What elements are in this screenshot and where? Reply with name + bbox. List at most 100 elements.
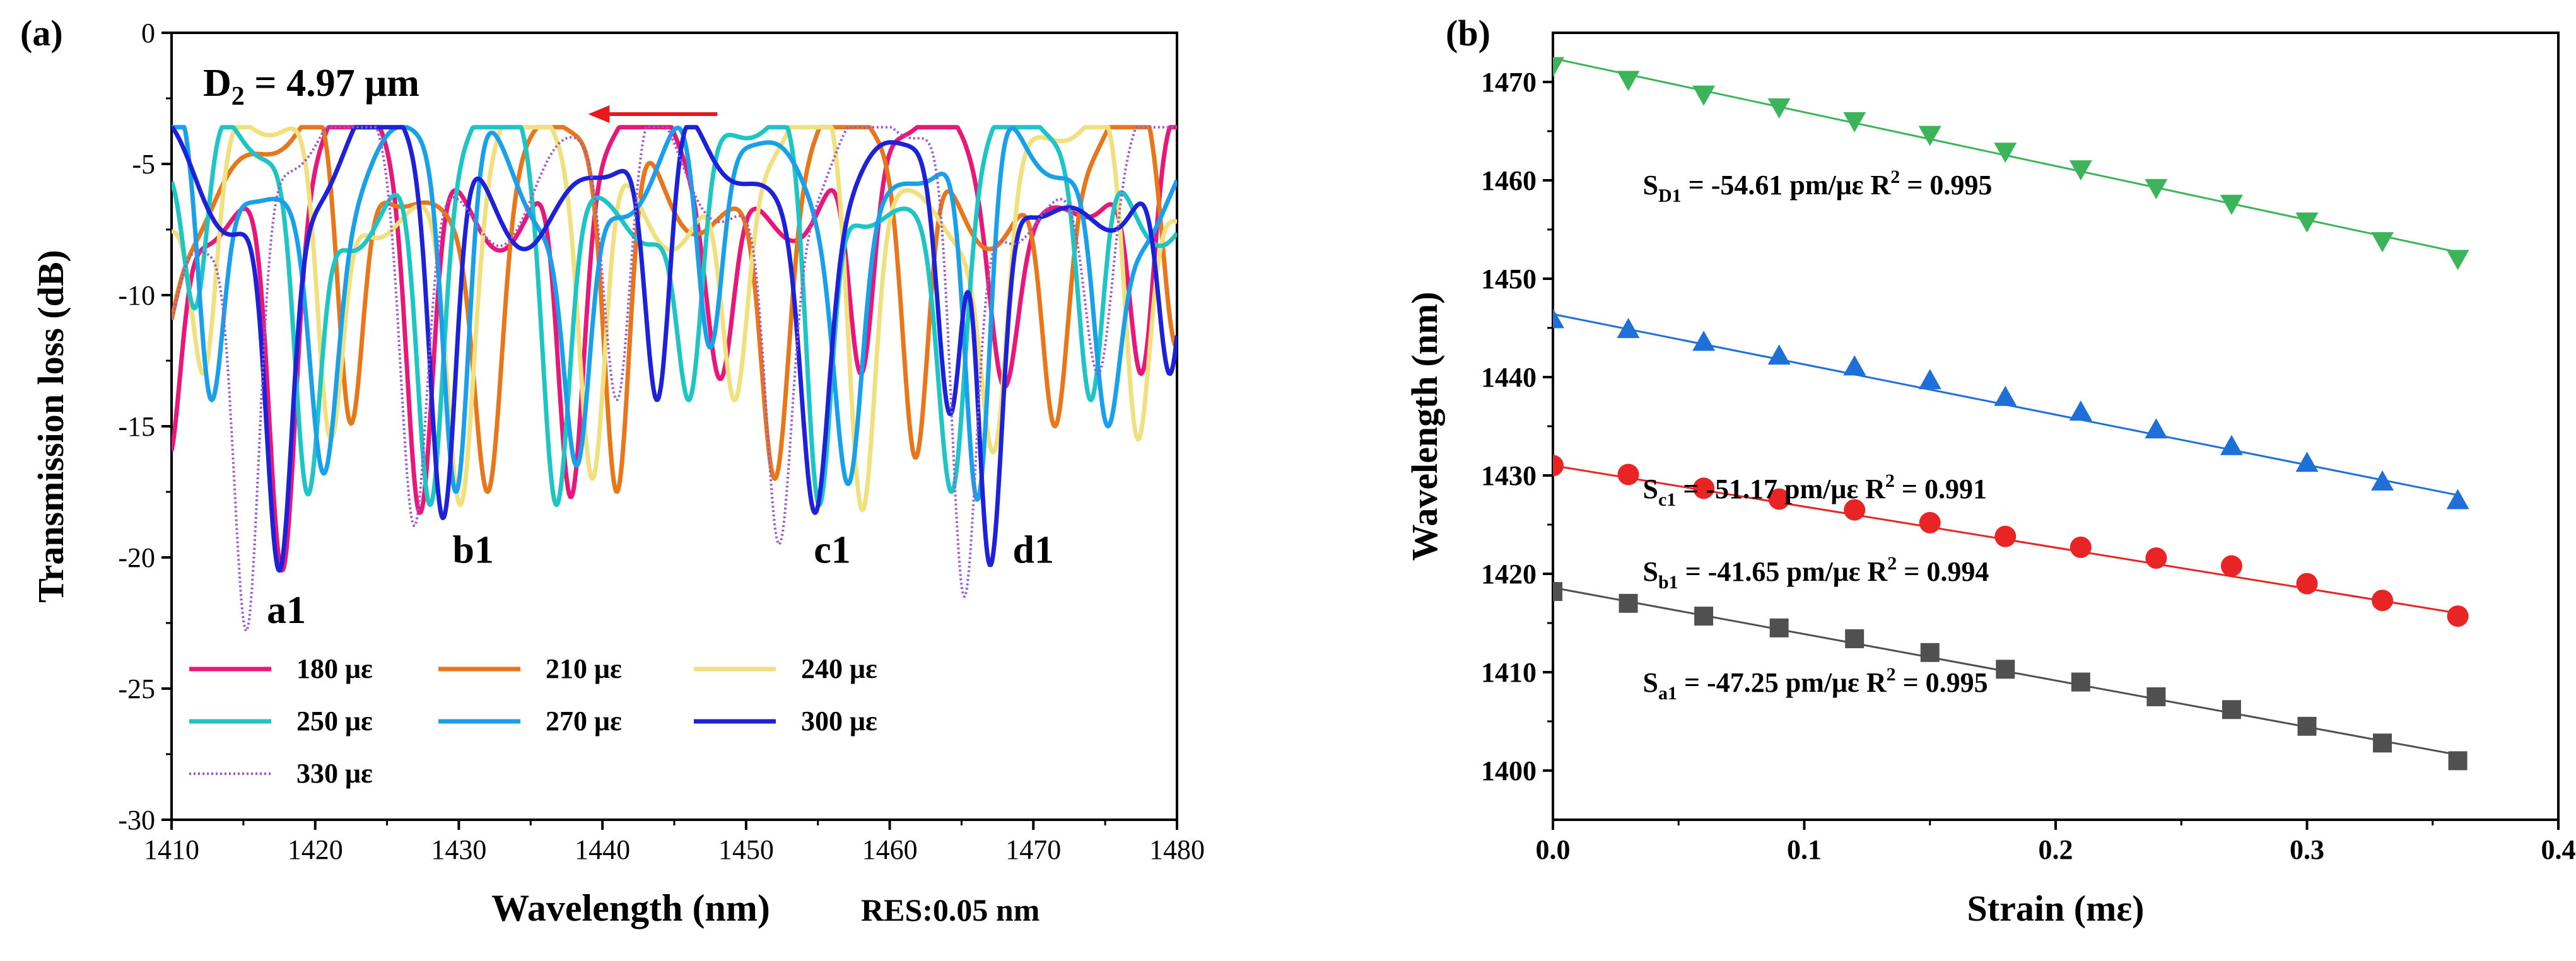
sensitivity-label-c1: Sc1 = -51.17 pm/με R2 = 0.991: [1643, 470, 1988, 510]
x-tick-label: 1450: [718, 834, 774, 865]
legend-label: 210 με: [546, 653, 622, 684]
sensitivity-subscript: b1: [1658, 572, 1678, 593]
sensitivity-symbol: S: [1643, 556, 1658, 587]
sensitivity-label-b1: Sb1 = -41.65 pm/με R2 = 0.994: [1643, 553, 1989, 593]
point-a1: [1553, 582, 1562, 602]
point-b1: [2070, 536, 2092, 558]
r2-value: = 0.994: [1897, 556, 1989, 587]
legend-label: 330 με: [296, 758, 373, 789]
point-c1: [2371, 470, 2394, 491]
point-c1: [2145, 418, 2168, 439]
r2-value: = 0.995: [1900, 170, 1992, 201]
sensitivity-symbol: S: [1643, 474, 1658, 504]
sensitivity-label-d1: SD1 = -54.61 pm/με R2 = 0.995: [1643, 166, 1993, 206]
x-axis-title: Strain (mε): [1967, 888, 2145, 929]
point-d1: [2220, 194, 2243, 215]
point-a1: [1694, 607, 1714, 626]
point-a1: [2448, 751, 2468, 771]
d2-annotation: D2 = 4.97 μm: [203, 62, 419, 111]
y-tick-label: -25: [118, 673, 155, 704]
dip-label: a1: [267, 589, 306, 632]
point-d1: [1767, 98, 1791, 119]
r2-superscript: 2: [1887, 553, 1897, 574]
sensitivity-value: = -47.25 pm/με: [1677, 667, 1859, 698]
legend-label: 240 με: [801, 653, 877, 684]
y-tick-label: 1400: [1481, 755, 1537, 786]
spectrum-line: [172, 125, 1177, 508]
x-tick-label: 1410: [144, 834, 199, 865]
point-c1: [1553, 308, 1564, 329]
r2-superscript: 2: [1885, 470, 1895, 491]
point-d1: [2371, 232, 2394, 253]
point-b1: [1768, 488, 1790, 510]
legend-label: 270 με: [546, 706, 622, 737]
y-axis-title: Transmission loss (dB): [30, 250, 71, 603]
y-tick-label: -20: [118, 542, 155, 573]
point-a1: [2071, 672, 2090, 692]
y-tick-label: -10: [118, 280, 155, 311]
legend-label: 250 με: [296, 706, 373, 737]
point-a1: [1996, 660, 2015, 679]
sensitivity-label-a1: Sa1 = -47.25 pm/με R2 = 0.995: [1643, 664, 1988, 704]
point-b1: [2296, 573, 2318, 595]
r2-value: = 0.995: [1896, 667, 1988, 698]
y-tick-label: -15: [118, 411, 155, 442]
sensitivity-subscript: a1: [1658, 683, 1677, 704]
shift-arrow-head: [588, 105, 610, 123]
spectrum-line: [172, 125, 1177, 573]
point-c1: [1767, 344, 1791, 365]
point-b1: [2372, 590, 2394, 612]
point-c1: [2220, 434, 2243, 455]
point-b1: [1693, 477, 1715, 499]
x-tick-label: 0.2: [2039, 834, 2073, 865]
point-d1: [2145, 178, 2168, 199]
point-c1: [1617, 318, 1640, 339]
dip-label: d1: [1013, 528, 1054, 571]
x-axis-title: Wavelength (nm): [491, 887, 770, 929]
d2-subscript: 2: [231, 82, 245, 111]
resolution-label: RES:0.05 nm: [861, 892, 1039, 928]
y-tick-label: 1420: [1481, 559, 1537, 590]
sensitivity-subscript: c1: [1658, 489, 1676, 510]
x-tick-label: 1420: [288, 834, 343, 865]
point-c1: [1918, 369, 1941, 390]
point-c1: [1692, 330, 1716, 351]
point-d1: [2446, 250, 2469, 271]
d2-symbol: D: [203, 62, 231, 105]
x-tick-label: 1480: [1149, 834, 1205, 865]
point-b1: [1617, 463, 1639, 486]
point-a1: [2373, 733, 2392, 753]
x-tick-label: 1460: [862, 834, 918, 865]
dip-label: b1: [452, 528, 493, 571]
point-a1: [1920, 643, 1940, 662]
point-b1: [2220, 555, 2242, 577]
r2-symbol: R: [1863, 170, 1891, 201]
point-d1: [2295, 212, 2319, 233]
panel-label: (b): [1446, 13, 1490, 54]
point-b1: [1994, 525, 2017, 547]
spectrum-line: [172, 125, 1177, 502]
sensitivity-value: = -54.61 pm/με: [1682, 170, 1864, 201]
point-d1: [1553, 57, 1564, 78]
x-tick-label: 1470: [1005, 834, 1061, 865]
point-c1: [2446, 489, 2469, 510]
r2-superscript: 2: [1890, 166, 1900, 187]
y-tick-label: -30: [118, 805, 155, 836]
d2-value: = 4.97 μm: [245, 62, 419, 105]
plot-frame: [1552, 32, 2560, 821]
x-tick-label: 0.4: [2541, 834, 2576, 865]
panel-a: 1410 1420 1430 1440 1450 1460 1470 1480 0 -5 -10 -1…: [20, 13, 1205, 929]
spectrum-line: [172, 125, 1177, 632]
r2-symbol: R: [1859, 667, 1887, 698]
y-tick-label: 1440: [1481, 362, 1537, 393]
point-a1: [1845, 629, 1865, 648]
point-c1: [1843, 355, 1866, 376]
y-tick-label: 1430: [1481, 460, 1537, 491]
point-a1: [2222, 700, 2241, 719]
sensitivity-value: = -41.65 pm/με: [1678, 556, 1861, 587]
y-tick-label: 1460: [1481, 165, 1537, 196]
point-a1: [1769, 618, 1789, 638]
r2-symbol: R: [1861, 556, 1888, 587]
point-d1: [1692, 85, 1716, 106]
sensitivity-value: = -51.17 pm/με: [1676, 474, 1858, 504]
